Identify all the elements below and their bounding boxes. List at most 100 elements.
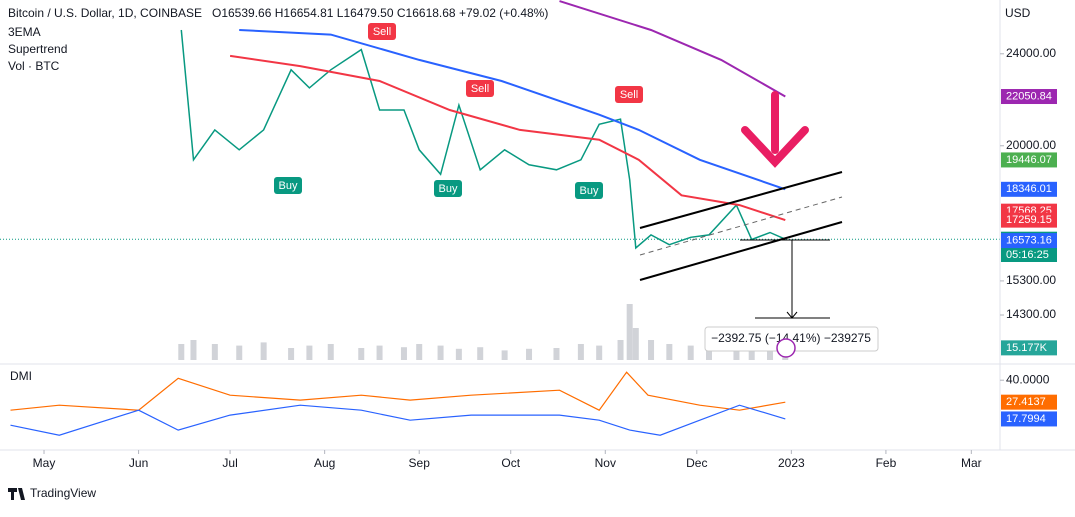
- legend-entry[interactable]: 3EMA: [8, 25, 41, 39]
- dmi-label-bg: [1001, 411, 1057, 427]
- measure-label: −2392.75 (−14.41%) −239275: [711, 331, 871, 345]
- volume-bar: [501, 350, 508, 360]
- volume-bar: [617, 340, 624, 360]
- buy-label: Buy: [279, 180, 298, 192]
- y-tick-label: 24000.00: [1006, 46, 1056, 60]
- volume-bar: [477, 347, 484, 360]
- sell-tag: [466, 80, 494, 97]
- symbol-title: Bitcoin / U.S. Dollar, 1D, COINBASE: [8, 6, 202, 20]
- dmi-line: [10, 371, 786, 411]
- price-line: [180, 29, 786, 250]
- channel-mid: [639, 196, 843, 256]
- buy-tag: [575, 182, 603, 199]
- volume-bar: [705, 348, 712, 360]
- volume-bar: [526, 348, 533, 360]
- volume-bar: [666, 344, 673, 360]
- ohlc-close: C16618.68: [397, 6, 456, 20]
- price-label-bg: [1001, 233, 1057, 249]
- legend-entry[interactable]: Supertrend: [8, 42, 67, 56]
- volume-bar: [626, 304, 633, 360]
- ema-line: [229, 54, 786, 222]
- bolt-icon[interactable]: [776, 338, 796, 358]
- x-tick-label: Feb: [876, 456, 897, 470]
- x-tick-label: Dec: [686, 456, 707, 470]
- volume-bar: [596, 345, 603, 360]
- price-label: 17259.15: [1006, 214, 1052, 226]
- dmi-label: 27.4137: [1006, 396, 1046, 408]
- dmi-label: 17.7994: [1006, 413, 1046, 425]
- countdown-bg: [1001, 247, 1057, 262]
- countdown: 05:16:25: [1006, 249, 1049, 261]
- x-tick-label: Sep: [409, 456, 431, 470]
- legend-entry[interactable]: Vol · BTC: [8, 59, 60, 73]
- volume-label-bg: [1001, 340, 1057, 356]
- y-tick-label: 20000.00: [1006, 138, 1056, 152]
- volume-bar: [733, 344, 740, 360]
- volume-bar: [632, 328, 639, 360]
- pane-title: DMI: [10, 369, 32, 383]
- volume-label: 15.177K: [1006, 342, 1048, 354]
- pink-arrow: [741, 91, 809, 168]
- y-tick-label: 14300.00: [1006, 307, 1056, 321]
- price-label-bg: [1001, 212, 1057, 228]
- ohlc-change: +79.02 (+0.48%): [459, 6, 548, 20]
- volume-bar: [211, 344, 218, 360]
- brand-logo: [8, 488, 25, 500]
- dmi-line: [10, 404, 786, 436]
- volume-bar: [327, 344, 334, 360]
- volume-bar: [376, 345, 383, 360]
- sell-label: Sell: [620, 89, 638, 101]
- sell-label: Sell: [373, 26, 391, 38]
- ohlc-low: L16479.50: [337, 6, 394, 20]
- channel-line: [639, 171, 843, 229]
- volume-bar: [178, 344, 185, 360]
- buy-tag: [434, 180, 462, 197]
- ohlc: O16539.66 H16654.81 L16479.50 C16618.68 …: [212, 6, 548, 20]
- buy-label: Buy: [580, 185, 599, 197]
- dmi-tick-label: 40.0000: [1006, 372, 1050, 386]
- sell-label: Sell: [471, 83, 489, 95]
- sell-tag: [615, 86, 643, 103]
- ohlc-high: H16654.81: [275, 6, 334, 20]
- volume-bar: [260, 342, 267, 360]
- channel-line: [639, 221, 843, 281]
- volume-bar: [400, 347, 407, 360]
- volume-bar: [648, 340, 655, 360]
- volume-bar: [306, 345, 313, 360]
- x-tick-label: Jun: [129, 456, 148, 470]
- buy-tag: [274, 177, 302, 194]
- price-label-bg: [1001, 181, 1057, 197]
- currency: USD: [1005, 6, 1031, 20]
- x-tick-label: Mar: [961, 456, 982, 470]
- dmi-label-bg: [1001, 394, 1057, 410]
- price-label: 22050.84: [1006, 90, 1052, 102]
- price-label: 18346.01: [1006, 183, 1052, 195]
- x-tick-label: Oct: [501, 456, 520, 470]
- price-label: 16573.16: [1006, 234, 1052, 246]
- volume-bar: [455, 348, 462, 360]
- brand: TradingView: [30, 486, 96, 500]
- price-label-bg: [1001, 152, 1057, 168]
- x-tick-label: May: [33, 456, 56, 470]
- x-tick-label: Jul: [222, 456, 237, 470]
- volume-bar: [553, 348, 560, 360]
- volume-bar: [416, 344, 423, 360]
- x-tick-label: 2023: [778, 456, 805, 470]
- x-tick-label: Nov: [595, 456, 616, 470]
- sell-tag: [368, 23, 396, 40]
- buy-label: Buy: [439, 183, 458, 195]
- volume-bar: [748, 348, 755, 360]
- ema-line: [559, 0, 786, 98]
- y-tick-label: 15300.00: [1006, 273, 1056, 287]
- volume-bar: [687, 345, 694, 360]
- ohlc-open: O16539.66: [212, 6, 272, 20]
- volume-bar: [767, 349, 774, 360]
- volume-bar: [358, 348, 365, 360]
- volume-bar: [236, 345, 243, 360]
- volume-bar: [577, 344, 584, 360]
- x-tick-label: Aug: [314, 456, 335, 470]
- price-label-bg: [1001, 89, 1057, 105]
- price-label: 19446.07: [1006, 154, 1052, 166]
